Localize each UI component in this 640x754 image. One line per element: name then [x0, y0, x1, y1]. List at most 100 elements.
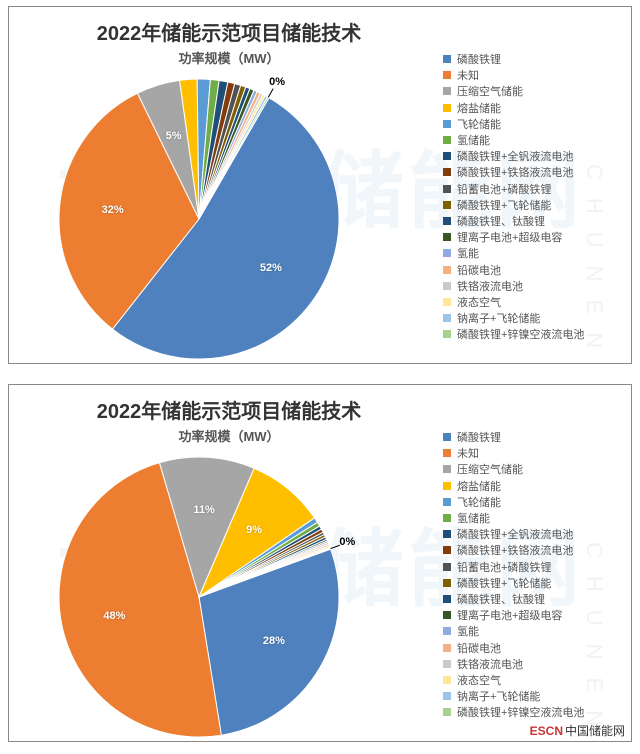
legend-swatch	[443, 530, 451, 538]
legend-label: 压缩空气储能	[457, 461, 523, 477]
pie-chart-top: 52%32%5%0%	[49, 69, 349, 359]
legend-swatch	[443, 660, 451, 668]
legend-label: 磷酸铁锂+铁铬液流电池	[457, 164, 573, 180]
footer-brand-prefix: ESCN	[530, 724, 563, 738]
legend-item: 液态空气	[443, 672, 621, 688]
legend-item: 磷酸铁锂+全钒液流电池	[443, 148, 621, 164]
legend-label: 铅碳电池	[457, 640, 501, 656]
legend-swatch	[443, 71, 451, 79]
legend-swatch	[443, 644, 451, 652]
legend-label: 液态空气	[457, 294, 501, 310]
legend-swatch	[443, 282, 451, 290]
legend-swatch	[443, 201, 451, 209]
legend-swatch	[443, 185, 451, 193]
legend-label: 飞轮储能	[457, 494, 501, 510]
page: 北极星储能网 CHUNENG 2022年储能示范项目储能技术 功率规模（MW） …	[0, 0, 640, 754]
legend-swatch	[443, 168, 451, 176]
legend-label: 铅蓄电池+磷酸铁锂	[457, 181, 551, 197]
legend-item: 磷酸铁锂+飞轮储能	[443, 197, 621, 213]
chart-top-subtitle: 功率规模（MW）	[9, 48, 449, 67]
legend-item: 钠离子+飞轮储能	[443, 310, 621, 326]
legend-label: 磷酸铁锂+锌镍空液流电池	[457, 704, 584, 720]
legend-swatch	[443, 120, 451, 128]
legend-label: 铅碳电池	[457, 262, 501, 278]
legend-swatch	[443, 249, 451, 257]
chart-card-bottom: 北极星储能网 CHUNENG 2022年储能示范项目储能技术 功率规模（MW） …	[8, 384, 632, 742]
legend-item: 磷酸铁锂+铁铬液流电池	[443, 542, 621, 558]
legend-swatch	[443, 563, 451, 571]
legend-swatch	[443, 104, 451, 112]
legend-label: 磷酸铁锂+全钒液流电池	[457, 526, 573, 542]
legend-item: 液态空气	[443, 294, 621, 310]
legend-item: 锂离子电池+超级电容	[443, 229, 621, 245]
legend-swatch	[443, 708, 451, 716]
legend-item: 飞轮储能	[443, 494, 621, 510]
legend-swatch	[443, 298, 451, 306]
legend-item: 铅蓄电池+磷酸铁锂	[443, 181, 621, 197]
legend-item: 磷酸铁锂+铁铬液流电池	[443, 164, 621, 180]
legend-label: 磷酸铁锂+全钒液流电池	[457, 148, 573, 164]
legend-item: 熔盐储能	[443, 100, 621, 116]
legend-swatch	[443, 266, 451, 274]
legend-swatch	[443, 482, 451, 490]
chart-bottom-subtitle: 功率规模（MW）	[9, 426, 449, 445]
legend-item: 磷酸铁锂+飞轮储能	[443, 575, 621, 591]
legend-label: 液态空气	[457, 672, 501, 688]
legend-item: 钠离子+飞轮储能	[443, 688, 621, 704]
legend-item: 磷酸铁锂	[443, 51, 621, 67]
legend-item: 熔盐储能	[443, 478, 621, 494]
legend-item: 锂离子电池+超级电容	[443, 607, 621, 623]
legend-item: 磷酸铁锂+锌镍空液流电池	[443, 326, 621, 342]
legend-swatch	[443, 314, 451, 322]
legend-item: 未知	[443, 445, 621, 461]
legend-item: 氢储能	[443, 132, 621, 148]
chart-top-title: 2022年储能示范项目储能技术	[9, 17, 449, 46]
legend-label: 铅蓄电池+磷酸铁锂	[457, 559, 551, 575]
legend-label: 钠离子+飞轮储能	[457, 688, 540, 704]
legend-item: 氢储能	[443, 510, 621, 526]
legend-label: 未知	[457, 67, 479, 83]
chart-bottom-titleblock: 2022年储能示范项目储能技术 功率规模（MW）	[9, 395, 449, 445]
pie-svg	[49, 69, 349, 359]
legend-top: 磷酸铁锂未知压缩空气储能熔盐储能飞轮储能氢储能磷酸铁锂+全钒液流电池磷酸铁锂+铁…	[443, 51, 621, 342]
legend-label: 磷酸铁锂+飞轮储能	[457, 197, 551, 213]
legend-label: 氢储能	[457, 132, 490, 148]
pie-svg	[49, 447, 349, 737]
legend-swatch	[443, 449, 451, 457]
legend-item: 磷酸铁锂、钛酸锂	[443, 591, 621, 607]
legend-label: 氢能	[457, 245, 479, 261]
legend-label: 锂离子电池+超级电容	[457, 229, 562, 245]
legend-swatch	[443, 498, 451, 506]
legend-label: 氢能	[457, 623, 479, 639]
legend-swatch	[443, 692, 451, 700]
legend-label: 氢储能	[457, 510, 490, 526]
legend-item: 磷酸铁锂	[443, 429, 621, 445]
legend-label: 压缩空气储能	[457, 83, 523, 99]
legend-swatch	[443, 233, 451, 241]
legend-swatch	[443, 546, 451, 554]
legend-swatch	[443, 152, 451, 160]
footer-brand: ESCN 中国储能网	[530, 722, 625, 739]
legend-swatch	[443, 330, 451, 338]
legend-swatch	[443, 465, 451, 473]
legend-label: 熔盐储能	[457, 478, 501, 494]
legend-label: 磷酸铁锂+铁铬液流电池	[457, 542, 573, 558]
legend-swatch	[443, 627, 451, 635]
legend-label: 铁铬液流电池	[457, 278, 523, 294]
legend-label: 磷酸铁锂+飞轮储能	[457, 575, 551, 591]
legend-label: 飞轮储能	[457, 116, 501, 132]
legend-item: 氢能	[443, 623, 621, 639]
legend-label: 熔盐储能	[457, 100, 501, 116]
legend-label: 磷酸铁锂、钛酸锂	[457, 213, 545, 229]
legend-swatch	[443, 433, 451, 441]
chart-card-top: 北极星储能网 CHUNENG 2022年储能示范项目储能技术 功率规模（MW） …	[8, 6, 632, 364]
legend-label: 磷酸铁锂	[457, 429, 501, 445]
chart-top-titleblock: 2022年储能示范项目储能技术 功率规模（MW）	[9, 17, 449, 67]
legend-label: 磷酸铁锂、钛酸锂	[457, 591, 545, 607]
legend-swatch	[443, 611, 451, 619]
legend-item: 未知	[443, 67, 621, 83]
legend-item: 铁铬液流电池	[443, 656, 621, 672]
legend-swatch	[443, 55, 451, 63]
legend-item: 铅碳电池	[443, 261, 621, 277]
legend-bottom: 磷酸铁锂未知压缩空气储能熔盐储能飞轮储能氢储能磷酸铁锂+全钒液流电池磷酸铁锂+铁…	[443, 429, 621, 720]
